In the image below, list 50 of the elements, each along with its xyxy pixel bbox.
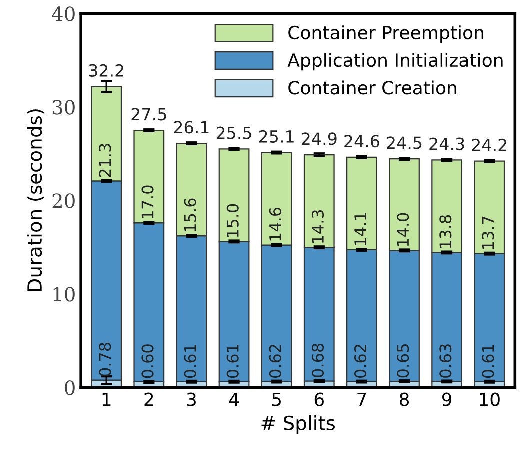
total-label: 24.6 [344,135,380,148]
legend-label: Container Preemption [288,26,484,44]
data-label: 21.3 [99,144,112,178]
total-label: 25.5 [216,126,252,140]
x-tick-label: 5 [272,393,281,406]
data-label: 14.0 [397,213,410,246]
total-label: 24.2 [472,138,507,152]
legend-label: Application Initialization [288,53,503,71]
x-tick-label: 2 [144,392,154,406]
data-label: 13.8 [440,215,452,248]
data-label: 15.6 [184,198,196,232]
x-tick-label: 8 [400,392,410,406]
y-tick-label: 40 [52,6,75,22]
data-label: 0.65 [397,344,410,378]
legend-label: Container Creation [288,80,456,95]
y-tick-label: 10 [54,287,75,302]
y-tick-label: 30 [52,100,75,115]
x-tick-label: 9 [442,392,452,406]
total-label: 24.3 [430,138,464,150]
total-label: 27.5 [132,108,166,121]
data-label: 0.60 [142,344,154,378]
total-label: 32.2 [89,64,124,78]
x-tick-label: 3 [187,392,196,406]
total-label: 24.5 [387,136,422,150]
total-label: 26.1 [174,121,209,134]
x-tick-label: 4 [229,393,240,406]
data-label: 0.61 [184,345,196,378]
data-label: 15.0 [226,204,239,238]
y-tick-label: 0 [65,380,75,396]
data-label: 13.7 [482,216,494,250]
total-label: 25.1 [260,130,294,144]
data-label: 14.6 [269,208,282,241]
data-label: 0.61 [482,345,494,378]
data-label: 0.78 [99,343,112,376]
data-label: 0.63 [440,344,452,378]
x-tick-label: 7 [358,393,366,406]
y-axis-title: Duration (seconds) [27,110,44,292]
total-label: 24.9 [302,132,337,146]
x-axis-title: # Splits [262,415,336,434]
x-tick-label: 1 [102,393,111,406]
x-tick-label: 10 [480,392,500,406]
data-label: 0.61 [226,345,239,378]
y-tick-label: 20 [52,194,75,208]
data-label: 0.62 [269,345,282,378]
data-label: 0.68 [312,344,324,378]
x-tick-label: 6 [314,392,324,406]
data-label: 0.62 [354,345,367,378]
data-label: 14.1 [354,213,366,246]
data-label: 17.0 [142,186,154,219]
data-label: 14.3 [312,210,324,244]
